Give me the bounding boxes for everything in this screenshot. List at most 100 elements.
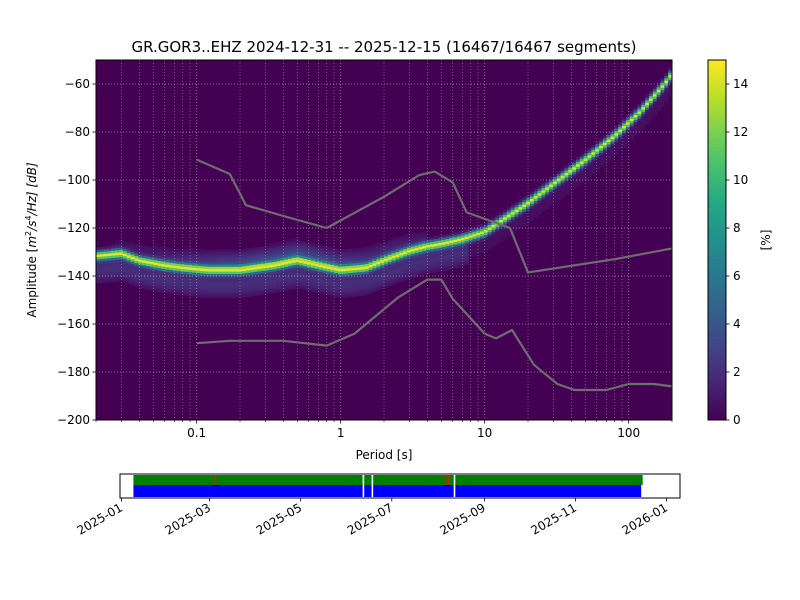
heatmap-cell xyxy=(368,252,373,256)
heatmap-cell xyxy=(165,259,170,263)
heatmap-cell xyxy=(564,182,569,185)
heatmap-cell xyxy=(318,278,323,282)
heatmap-cell xyxy=(326,278,331,281)
heatmap-cell xyxy=(533,188,538,192)
heatmap-cell xyxy=(664,80,669,84)
heatmap-cell xyxy=(533,207,538,211)
heatmap-cell xyxy=(380,255,385,258)
heatmap-cell xyxy=(403,251,408,254)
heatmap-cell xyxy=(318,257,323,261)
heatmap-cell xyxy=(122,267,128,271)
heatmap-cell xyxy=(460,249,466,253)
heatmap-cell xyxy=(291,250,297,254)
heatmap-cell xyxy=(372,277,377,281)
heatmap-cell xyxy=(153,267,158,270)
heatmap-cell xyxy=(291,255,297,258)
heatmap-cell xyxy=(126,250,131,253)
heatmap-cell xyxy=(218,283,224,286)
heatmap-cell xyxy=(149,256,154,260)
heatmap-cell xyxy=(134,257,139,261)
heatmap-cell xyxy=(130,244,135,248)
heatmap-cell xyxy=(656,86,661,90)
heatmap-cell xyxy=(533,202,538,206)
heatmap-cell xyxy=(456,247,462,251)
heatmap-cell xyxy=(403,241,408,245)
heatmap-cell xyxy=(614,135,619,139)
heatmap-cell xyxy=(142,245,147,249)
heatmap-cell xyxy=(337,261,343,265)
heatmap-cell xyxy=(480,231,485,235)
heatmap-cell xyxy=(422,267,427,271)
heatmap-cell xyxy=(449,237,454,241)
heatmap-cell xyxy=(384,258,389,262)
heatmap-cell xyxy=(384,260,389,264)
y-axis-ticks: −60−80−100−120−140−160−180−200 xyxy=(57,77,96,427)
heatmap-cell xyxy=(122,255,128,259)
heatmap-cell xyxy=(518,216,523,220)
heatmap-cell xyxy=(364,282,370,286)
heatmap-cell xyxy=(245,258,250,261)
heatmap-cell xyxy=(230,285,235,289)
heatmap-cell xyxy=(330,259,335,263)
heatmap-cell xyxy=(387,249,393,253)
heatmap-cell xyxy=(495,226,500,230)
heatmap-cell xyxy=(576,163,581,167)
heatmap-cell xyxy=(280,245,285,249)
heatmap-cell xyxy=(637,123,642,126)
heatmap-cell xyxy=(288,241,293,245)
heatmap-cell xyxy=(172,286,178,290)
heatmap-cell xyxy=(468,227,473,231)
heatmap-cell xyxy=(192,284,197,288)
heatmap-cell xyxy=(253,269,258,272)
heatmap-cell xyxy=(453,234,458,238)
heatmap-cell xyxy=(353,253,358,256)
heatmap-cell xyxy=(238,271,243,274)
heatmap-cell xyxy=(372,287,377,290)
heatmap-cell xyxy=(549,188,554,192)
heatmap-cell xyxy=(111,252,116,256)
heatmap-cell xyxy=(353,265,358,268)
heatmap-cell xyxy=(629,130,634,134)
heatmap-cell xyxy=(172,265,178,269)
heatmap-cell xyxy=(487,231,492,235)
heatmap-cell xyxy=(307,288,312,292)
heatmap-cell xyxy=(192,255,197,259)
heatmap-cell xyxy=(380,281,385,285)
heatmap-cell xyxy=(314,244,320,248)
heatmap-cell xyxy=(372,248,377,252)
heatmap-cell xyxy=(130,242,135,245)
heatmap-cell xyxy=(648,107,654,111)
heatmap-cell xyxy=(188,252,193,256)
heatmap-cell xyxy=(234,256,239,260)
heatmap-cell xyxy=(180,287,185,291)
heatmap-cell xyxy=(207,283,212,286)
heatmap-cell xyxy=(176,253,181,257)
heatmap-cell xyxy=(115,242,120,246)
heatmap-cell xyxy=(107,267,112,271)
heatmap-cell xyxy=(387,273,393,277)
heatmap-cell xyxy=(288,282,293,286)
heatmap-cell xyxy=(215,290,220,294)
heatmap-cell xyxy=(207,252,212,255)
heatmap-cell xyxy=(322,279,327,283)
heatmap-cell xyxy=(188,267,193,270)
heatmap-cell xyxy=(180,275,185,279)
heatmap-cell xyxy=(330,286,335,289)
heatmap-cell xyxy=(625,117,631,120)
heatmap-cell xyxy=(322,250,327,254)
heatmap-cell xyxy=(468,249,473,253)
heatmap-cell xyxy=(664,99,669,103)
heatmap-cell xyxy=(618,148,623,152)
heatmap-cell xyxy=(264,245,270,249)
heatmap-cell xyxy=(249,248,254,251)
heatmap-cell xyxy=(215,268,220,272)
heatmap-cell xyxy=(480,240,485,244)
heatmap-cell xyxy=(337,285,343,289)
heatmap-cell xyxy=(426,237,431,241)
heatmap-cell xyxy=(280,281,285,285)
heatmap-cell xyxy=(376,287,381,291)
heatmap-cell xyxy=(295,259,300,263)
heatmap-cell xyxy=(387,268,393,272)
heatmap-cell xyxy=(349,255,354,259)
heatmap-cell xyxy=(441,268,446,272)
